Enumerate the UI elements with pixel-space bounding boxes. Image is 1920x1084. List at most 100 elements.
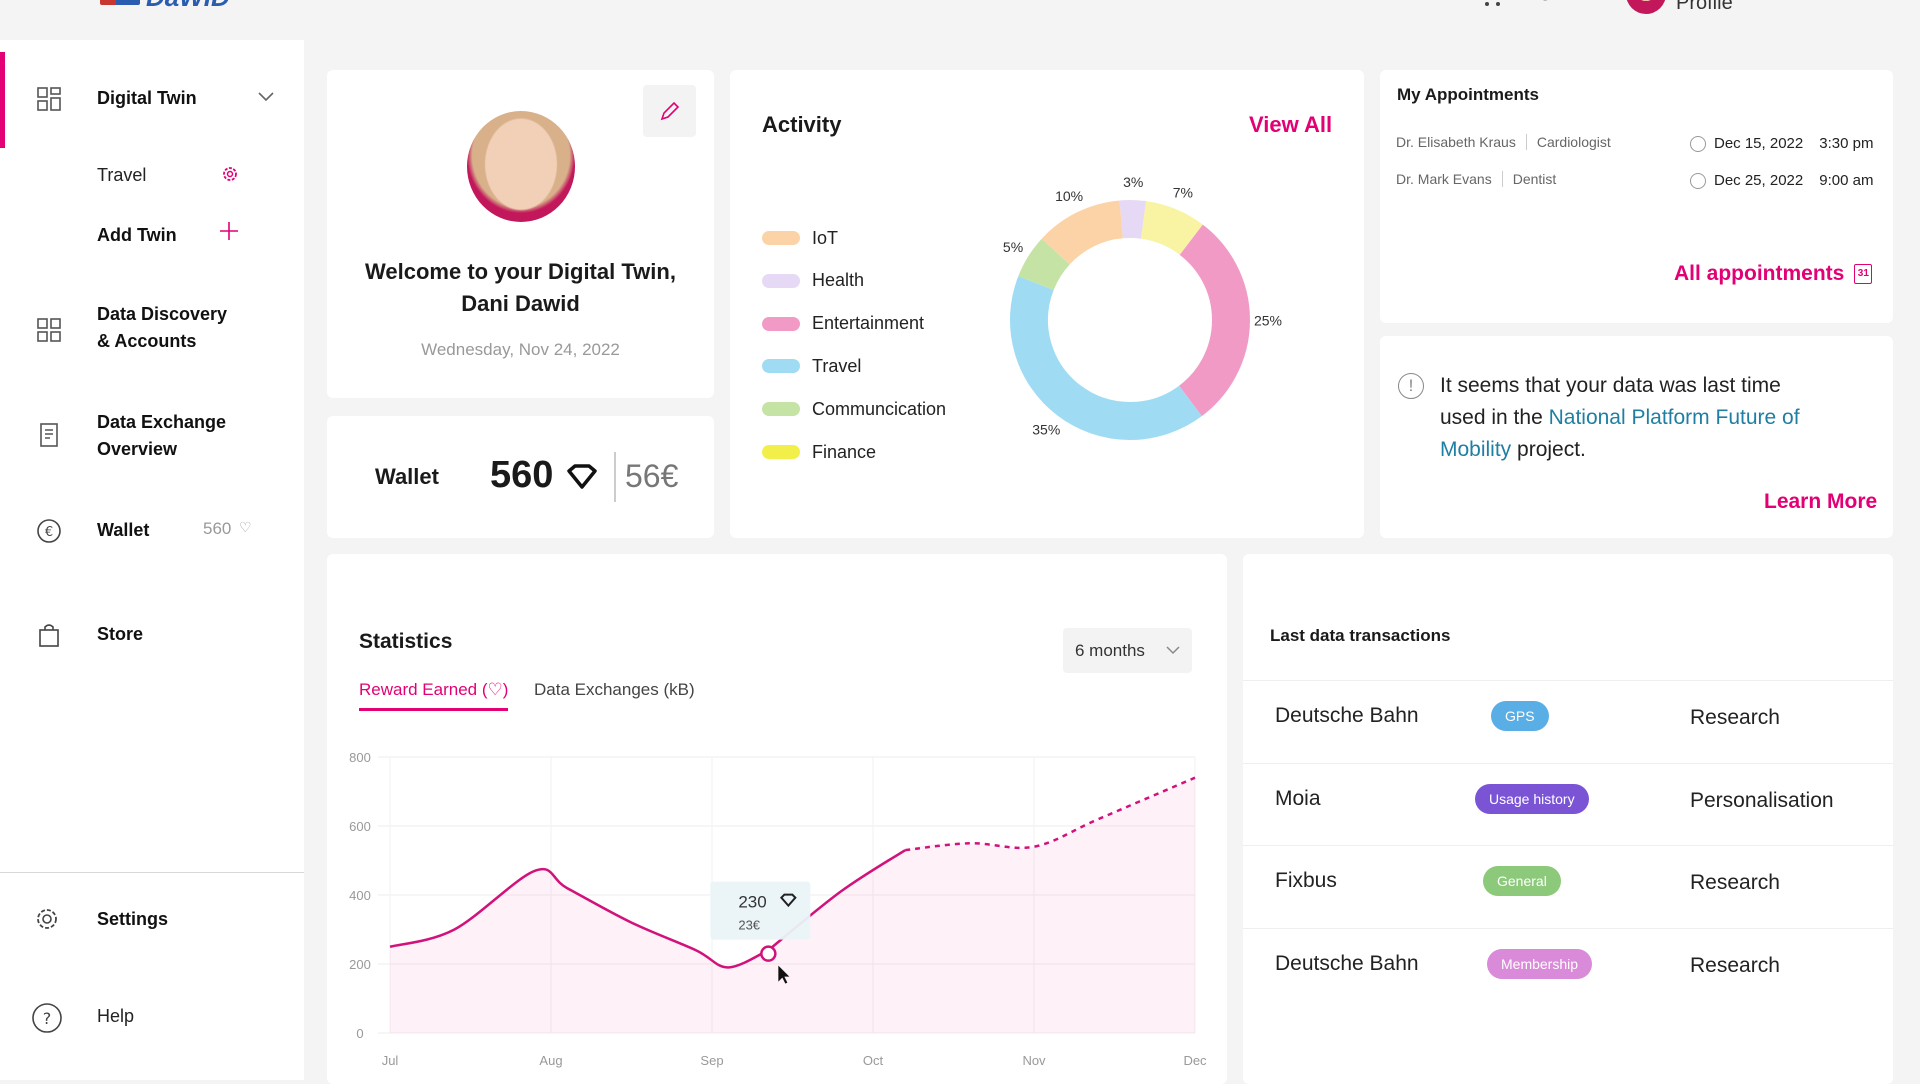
learn-more-link[interactable]: Learn More bbox=[1764, 490, 1878, 513]
legend-swatch bbox=[762, 316, 800, 331]
appointment-specialty: Dentist bbox=[1512, 171, 1557, 187]
activity-donut-chart: 3% 7% 25% 35% 5% 10% bbox=[1003, 174, 1282, 440]
appointment-datetime: Dec 15, 2022 3:30 pm bbox=[1690, 135, 1873, 152]
document-icon bbox=[40, 423, 58, 447]
sidebar-item-settings[interactable]: Settings bbox=[34, 906, 274, 936]
sidebar-item-label: Wallet bbox=[97, 520, 150, 540]
wallet-divider bbox=[614, 452, 616, 502]
legend-item: Health bbox=[762, 269, 864, 293]
mouse-cursor-icon bbox=[778, 965, 790, 984]
sidebar-item-data-exchange[interactable]: Data Exchange Overview bbox=[36, 412, 276, 482]
diamond-icon: ♡ bbox=[239, 519, 252, 535]
range-select-value: 6 months bbox=[1075, 640, 1145, 660]
info-text: project. bbox=[1511, 438, 1586, 461]
gear-icon bbox=[37, 909, 57, 929]
x-tick-label: Nov bbox=[1022, 1053, 1046, 1068]
y-tick-label: 200 bbox=[349, 957, 371, 972]
transaction-row[interactable]: Deutsche Bahn GPS Research bbox=[1243, 680, 1893, 756]
x-tick-label: Oct bbox=[863, 1053, 884, 1068]
range-select[interactable]: 6 months bbox=[1063, 628, 1192, 673]
calendar-icon: 31 bbox=[1854, 264, 1873, 284]
y-tick-label: 800 bbox=[349, 750, 371, 765]
sidebar-item-label: Travel bbox=[97, 165, 147, 185]
series-line-dashed bbox=[905, 776, 1196, 852]
transaction-badge: Membership bbox=[1487, 948, 1593, 979]
chevron-down-icon[interactable] bbox=[258, 92, 274, 102]
area-fill bbox=[390, 777, 1195, 1033]
sidebar-active-indicator bbox=[0, 52, 5, 148]
diamond-icon bbox=[779, 893, 797, 908]
cart-icon[interactable] bbox=[1482, 0, 1504, 8]
legend-label: Travel bbox=[812, 355, 862, 376]
chevron-down-icon bbox=[1166, 646, 1180, 655]
highlight-point bbox=[760, 945, 777, 962]
tab-data-exchanges[interactable]: Data Exchanges (kB) bbox=[534, 680, 695, 699]
divider bbox=[1525, 134, 1527, 150]
activity-title: Activity bbox=[762, 112, 842, 137]
donut-slice-travel bbox=[1010, 276, 1202, 440]
donut-slice-iot bbox=[1041, 200, 1124, 265]
appointments-title: My Appointments bbox=[1397, 85, 1539, 104]
donut-label: 25% bbox=[1254, 313, 1282, 329]
sidebar-item-wallet[interactable]: € Wallet 560 ♡ bbox=[36, 518, 276, 548]
legend-label: IoT bbox=[812, 227, 839, 248]
bell-icon[interactable] bbox=[1580, 0, 1602, 8]
view-all-link[interactable]: View All bbox=[1249, 112, 1333, 137]
profile-avatar[interactable] bbox=[1626, 0, 1666, 14]
legend-label: Communcication bbox=[812, 398, 947, 419]
transactions-title: Last data transactions bbox=[1270, 626, 1451, 645]
all-appointments-link[interactable]: All appointments 31 bbox=[1674, 262, 1873, 286]
help-icon: ? bbox=[32, 1003, 62, 1033]
info-message: It seems that your data was last time us… bbox=[1440, 370, 1820, 466]
legend-item: Communcication bbox=[762, 397, 946, 421]
legend-swatch bbox=[762, 231, 800, 245]
statistics-line-chart: 0 200 400 600 800 Jul Aug Sep Oct Nov Dec 230 23€ bbox=[349, 750, 1207, 1068]
profile-link[interactable]: Profile bbox=[1676, 0, 1733, 14]
plus-icon[interactable] bbox=[218, 220, 240, 242]
legend-item: Entertainment bbox=[762, 312, 924, 336]
welcome-message: Welcome to your Digital Twin, Dani Dawid bbox=[327, 256, 714, 320]
search-icon[interactable] bbox=[1534, 0, 1556, 8]
donut-slice-communcication bbox=[1018, 238, 1071, 291]
app-logo[interactable]: DaWID bbox=[100, 0, 230, 12]
project-link[interactable]: National Platform Future of Mobility bbox=[1440, 406, 1800, 461]
appointment-row[interactable]: Dr. Mark Evans Dentist bbox=[1396, 171, 1556, 187]
tooltip-box bbox=[710, 881, 811, 940]
welcome-line: Welcome to your Digital Twin, bbox=[365, 259, 676, 284]
svg-text:€: € bbox=[45, 525, 53, 540]
sidebar-item-data-discovery[interactable]: Data Discovery & Accounts bbox=[36, 304, 276, 373]
diamond-icon bbox=[567, 464, 597, 489]
statistics-title: Statistics bbox=[359, 630, 453, 653]
sidebar-item-add-twin[interactable]: Add Twin bbox=[97, 222, 177, 249]
sidebar-item-travel[interactable]: Travel bbox=[97, 165, 146, 186]
sidebar-item-help[interactable]: ? Help bbox=[31, 1002, 271, 1036]
all-appointments-label: All appointments bbox=[1674, 262, 1845, 285]
gear-icon[interactable] bbox=[220, 164, 240, 184]
svg-text:?: ? bbox=[43, 1009, 52, 1028]
appointment-row[interactable]: Dr. Elisabeth Kraus Cardiologist bbox=[1396, 134, 1611, 150]
y-tick-label: 600 bbox=[349, 819, 371, 834]
appointment-time: 3:30 pm bbox=[1819, 135, 1874, 152]
sidebar-item-label: Help bbox=[97, 1006, 135, 1026]
donut-label: 7% bbox=[1173, 185, 1193, 201]
current-date: Wednesday, Nov 24, 2022 bbox=[421, 340, 620, 359]
transaction-row[interactable]: Fixbus General Research bbox=[1243, 845, 1893, 921]
transaction-row[interactable]: Moia Usage history Personalisation bbox=[1243, 762, 1893, 839]
grid-icon bbox=[37, 318, 61, 342]
edit-profile-button[interactable] bbox=[643, 85, 696, 137]
x-tick-label: Sep bbox=[700, 1053, 723, 1068]
legend-swatch bbox=[762, 402, 800, 417]
y-tick-label: 400 bbox=[349, 888, 371, 903]
transaction-company: Deutsche Bahn bbox=[1275, 704, 1419, 727]
sidebar-item-label: Settings bbox=[97, 909, 169, 929]
appointment-datetime: Dec 25, 2022 9:00 am bbox=[1690, 172, 1873, 189]
legend-swatch bbox=[762, 445, 800, 459]
appointment-time: 9:00 am bbox=[1819, 172, 1874, 189]
wallet-label: Wallet bbox=[375, 464, 439, 489]
tab-reward-earned[interactable]: Reward Earned (♡) bbox=[359, 680, 509, 711]
info-icon: ! bbox=[1398, 373, 1424, 399]
wallet-card bbox=[327, 416, 714, 538]
shopping-bag-icon bbox=[39, 624, 59, 647]
transaction-row[interactable]: Deutsche Bahn Membership Research bbox=[1243, 927, 1893, 1004]
sidebar-item-store[interactable]: Store bbox=[36, 622, 276, 652]
